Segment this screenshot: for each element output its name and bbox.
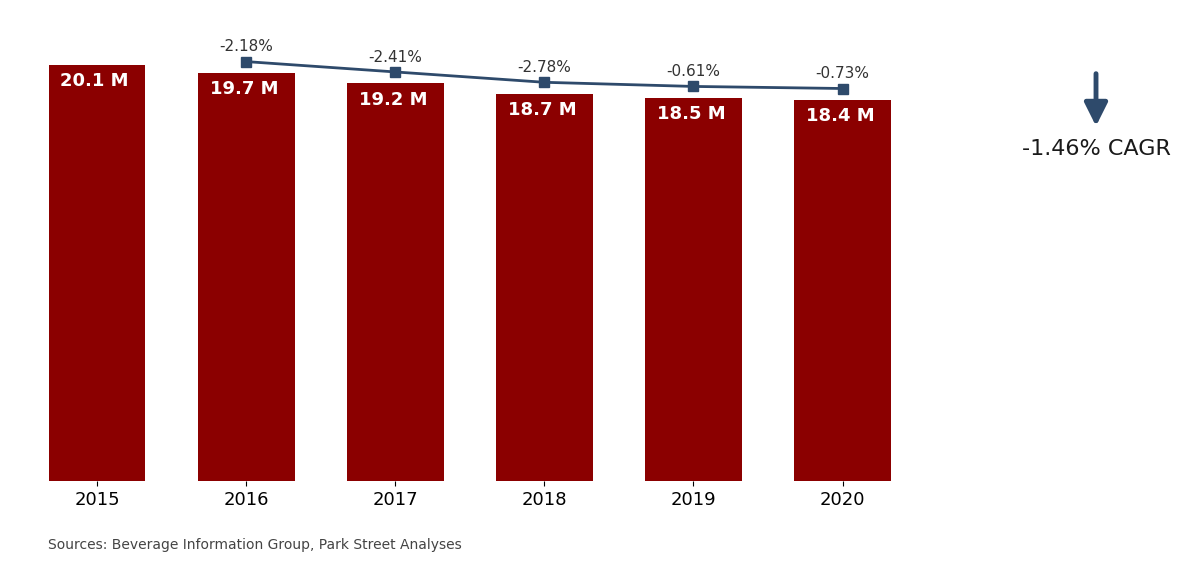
Text: 18.7 M: 18.7 M bbox=[508, 101, 576, 119]
Text: -0.73%: -0.73% bbox=[816, 66, 870, 81]
Bar bbox=[347, 83, 444, 481]
Text: 18.5 M: 18.5 M bbox=[656, 105, 726, 123]
Bar bbox=[794, 100, 890, 481]
Bar bbox=[48, 65, 145, 481]
Text: 19.7 M: 19.7 M bbox=[210, 80, 278, 98]
Text: -1.46% CAGR: -1.46% CAGR bbox=[1021, 139, 1170, 159]
Text: Sources: Beverage Information Group, Park Street Analyses: Sources: Beverage Information Group, Par… bbox=[48, 538, 462, 552]
Text: -2.78%: -2.78% bbox=[517, 60, 571, 75]
Text: -2.41%: -2.41% bbox=[368, 50, 422, 65]
Text: 19.2 M: 19.2 M bbox=[359, 91, 427, 109]
Bar bbox=[198, 73, 294, 481]
Text: -2.18%: -2.18% bbox=[220, 39, 274, 55]
Text: 20.1 M: 20.1 M bbox=[60, 72, 128, 90]
Text: 18.4 M: 18.4 M bbox=[806, 107, 875, 125]
Bar bbox=[496, 93, 593, 481]
Bar bbox=[644, 98, 742, 481]
Text: -0.61%: -0.61% bbox=[666, 64, 720, 79]
